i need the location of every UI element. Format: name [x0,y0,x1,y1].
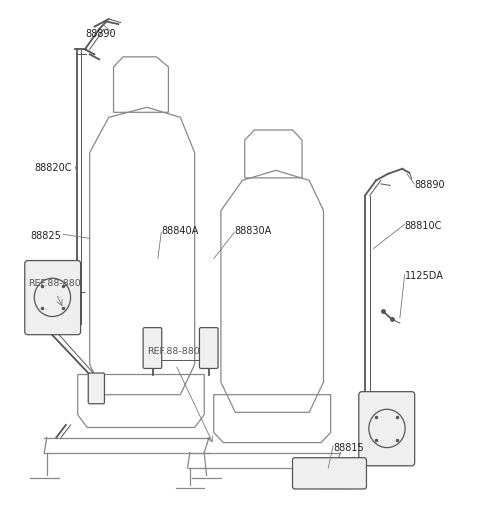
FancyBboxPatch shape [359,391,415,466]
FancyBboxPatch shape [143,328,162,369]
FancyBboxPatch shape [25,261,81,335]
Text: 88810C: 88810C [405,221,442,231]
Text: 88815: 88815 [333,443,364,453]
Text: 88830A: 88830A [234,226,272,236]
Text: REF.88-880: REF.88-880 [28,279,80,288]
FancyBboxPatch shape [88,373,105,404]
Text: 88890: 88890 [85,29,116,39]
FancyBboxPatch shape [292,458,366,489]
Text: 1125DA: 1125DA [405,271,444,281]
Text: REF.88-880: REF.88-880 [147,347,200,356]
Text: 88840A: 88840A [161,226,199,236]
Text: 88820C: 88820C [35,163,72,173]
Text: 88890: 88890 [414,180,445,191]
Text: 88825: 88825 [30,231,61,241]
FancyBboxPatch shape [199,328,218,369]
